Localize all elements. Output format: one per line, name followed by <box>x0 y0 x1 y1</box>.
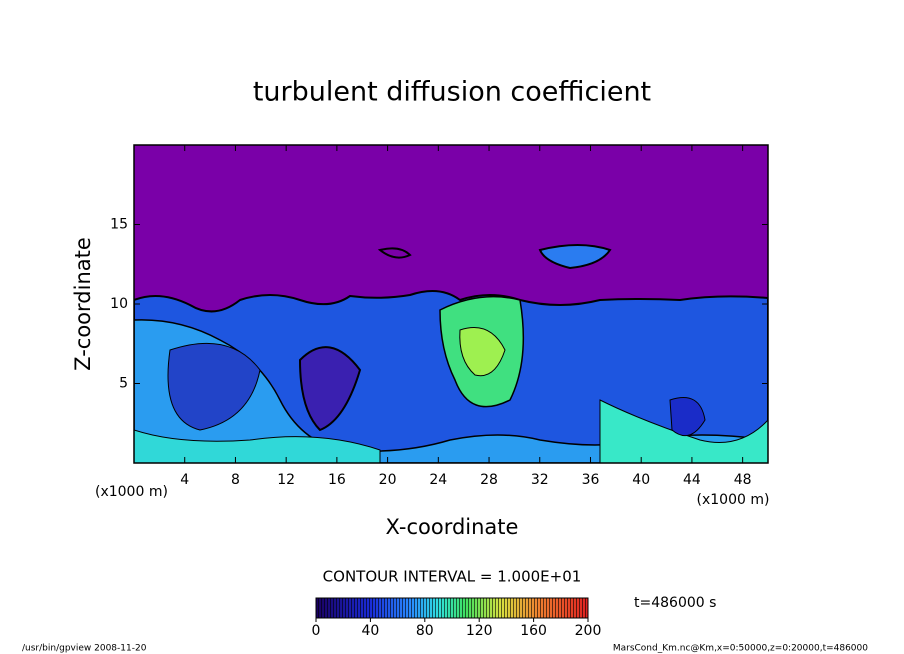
x-tick-label: 32 <box>531 472 549 488</box>
x-axis-title: X-coordinate <box>386 515 519 539</box>
contour-interval: CONTOUR INTERVAL = 1.000E+01 <box>323 568 582 586</box>
x-tick-label: 20 <box>379 472 397 488</box>
x-tick-label: 40 <box>632 472 650 488</box>
footer-right: MarsCond_Km.nc@Km,x=0:50000,z=0:20000,t=… <box>613 644 868 654</box>
footer-left: /usr/bin/gpview 2008-11-20 <box>22 644 147 654</box>
contour-field <box>134 145 768 463</box>
x-tick-label: 28 <box>480 472 498 488</box>
y-axis-title: Z-coordinate <box>71 237 95 371</box>
x-tick-label: 16 <box>328 472 346 488</box>
colorbar-tick-label: 120 <box>466 623 493 639</box>
x-tick-label: 44 <box>683 472 701 488</box>
x-tick-label: 48 <box>734 472 752 488</box>
x-tick-label: 12 <box>277 472 295 488</box>
chart-title: turbulent diffusion coefficient <box>253 77 651 108</box>
colorbar-frame <box>315 597 589 619</box>
colorbar-tick-label: 160 <box>520 623 547 639</box>
x-tick-label: 24 <box>429 472 447 488</box>
x-tick-label: 36 <box>582 472 600 488</box>
colorbar-tick-label: 80 <box>416 623 434 639</box>
colorbar-tick-label: 40 <box>361 623 379 639</box>
y-tick-label: 10 <box>110 296 128 312</box>
x-tick-label: 4 <box>180 472 189 488</box>
time-label: t=486000 s <box>634 595 716 611</box>
x-unit-label: (x1000 m) <box>95 484 168 500</box>
x-unit-label: (x1000 m) <box>697 492 770 508</box>
x-tick-label: 8 <box>231 472 240 488</box>
colorbar-tick-label: 0 <box>312 623 321 639</box>
y-tick-label: 5 <box>119 376 128 392</box>
y-tick-label: 15 <box>110 217 128 233</box>
colorbar-tick-label: 200 <box>575 623 602 639</box>
